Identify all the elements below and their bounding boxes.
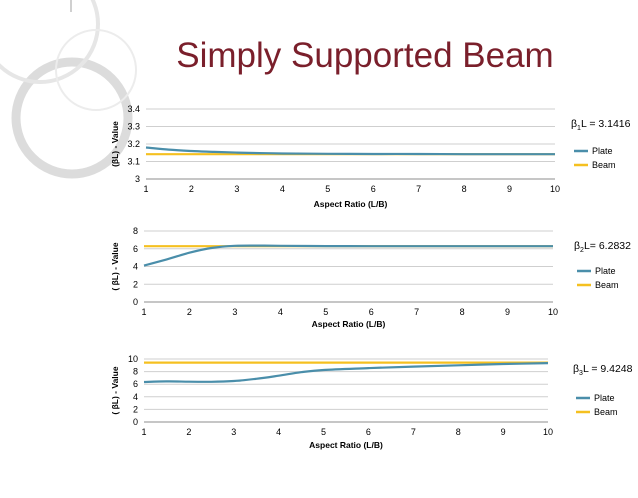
- y-tick-label: 6: [133, 244, 138, 254]
- x-tick-label: 4: [276, 427, 281, 437]
- x-tick-label: 6: [369, 307, 374, 317]
- x-tick-label: 4: [280, 184, 285, 194]
- x-tick-label: 5: [321, 427, 326, 437]
- x-tick-label: 10: [550, 184, 560, 194]
- legend-label-plate: Plate: [592, 146, 613, 156]
- y-tick-label: 2: [133, 404, 138, 414]
- x-tick-label: 5: [325, 184, 330, 194]
- x-tick-label: 7: [414, 307, 419, 317]
- x-tick-label: 8: [460, 307, 465, 317]
- slide-title: Simply Supported Beam: [176, 36, 554, 75]
- series-line-plate: [143, 244, 553, 267]
- beta-value-annotation: β3L = 9.4248: [573, 363, 633, 377]
- legend-label-plate: Plate: [595, 266, 616, 276]
- y-axis-label: ( βL) - Value: [110, 366, 120, 414]
- y-tick-label: 10: [128, 354, 138, 364]
- y-tick-label: 3.2: [127, 139, 140, 149]
- x-tick-label: 10: [543, 427, 553, 437]
- y-tick-label: 0: [133, 417, 138, 427]
- legend-label-beam: Beam: [595, 280, 619, 290]
- y-tick-label: 2: [133, 279, 138, 289]
- x-tick-label: 3: [232, 307, 237, 317]
- y-tick-label: 4: [133, 392, 138, 402]
- y-tick-label: 6: [133, 379, 138, 389]
- chart-beta1: 3 3.1 3.2 3.3 3.4 1 2 3 4 5 6 7 8 9 10 Aspect Ratio (L/…: [110, 104, 631, 209]
- y-axis-label: (βL) - Value: [110, 121, 120, 167]
- x-tick-label: 2: [187, 307, 192, 317]
- x-tick-label: 1: [141, 427, 146, 437]
- legend-label-plate: Plate: [594, 393, 615, 403]
- chart-beta2: 0 2 4 6 8 1 2 3 4 5 6 7 8 9 10 Aspect Ratio (L/B) ( βL) …: [110, 226, 631, 329]
- x-tick-label: 8: [462, 184, 467, 194]
- x-tick-label: 7: [411, 427, 416, 437]
- x-tick-label: 9: [501, 427, 506, 437]
- decorative-rings: [0, 0, 137, 179]
- x-tick-label: 3: [234, 184, 239, 194]
- x-tick-label: 4: [278, 307, 283, 317]
- x-tick-label: 9: [507, 184, 512, 194]
- y-tick-label: 8: [133, 367, 138, 377]
- x-tick-label: 10: [548, 307, 558, 317]
- y-tick-label: 3.4: [127, 104, 140, 114]
- series-line-plate: [143, 362, 549, 384]
- y-tick-label: 3.1: [127, 157, 140, 167]
- beta-value-annotation: β2L= 6.2832: [574, 240, 631, 254]
- x-tick-label: 2: [189, 184, 194, 194]
- x-tick-label: 2: [186, 427, 191, 437]
- x-axis-label: Aspect Ratio (L/B): [314, 199, 388, 209]
- x-tick-label: 8: [456, 427, 461, 437]
- y-tick-label: 3.3: [127, 122, 140, 132]
- legend-label-beam: Beam: [592, 160, 616, 170]
- x-tick-label: 5: [323, 307, 328, 317]
- x-tick-label: 6: [371, 184, 376, 194]
- series-line-plate: [145, 146, 555, 156]
- x-tick-label: 3: [231, 427, 236, 437]
- y-tick-label: 8: [133, 226, 138, 236]
- x-tick-label: 1: [141, 307, 146, 317]
- x-axis-label: Aspect Ratio (L/B): [309, 440, 383, 450]
- x-axis-label: Aspect Ratio (L/B): [312, 319, 386, 329]
- x-tick-label: 6: [366, 427, 371, 437]
- y-axis-label: ( βL) - Value: [110, 242, 120, 290]
- x-tick-label: 9: [505, 307, 510, 317]
- beta-value-annotation: β1L = 3.1416: [571, 118, 631, 132]
- y-tick-label: 3: [135, 174, 140, 184]
- x-tick-label: 1: [143, 184, 148, 194]
- y-tick-label: 0: [133, 297, 138, 307]
- y-tick-label: 4: [133, 262, 138, 272]
- x-tick-label: 7: [416, 184, 421, 194]
- legend-label-beam: Beam: [594, 407, 618, 417]
